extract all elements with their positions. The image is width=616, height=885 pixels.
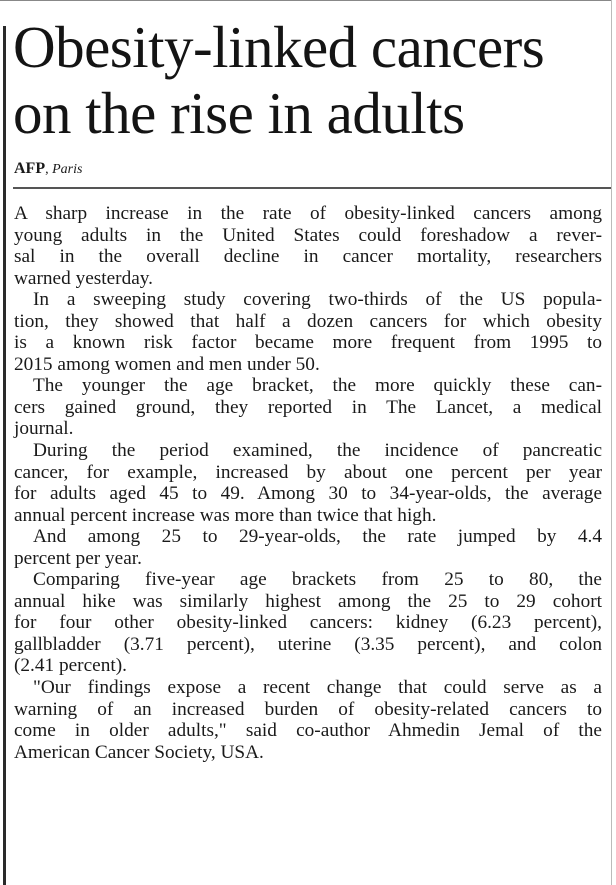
paragraph-line: During the period examined, the incidenc… [33,440,602,462]
paragraph-line: gallbladder (3.71 percent), uterine (3.3… [14,633,602,655]
paragraph-line: come in older adults," said co-author Ah… [14,720,602,742]
paragraph-line: percent per year. [14,547,142,569]
paragraph-line: annual percent increase was more than tw… [14,504,437,526]
article-body: A sharp increase in the rate of obesity-… [14,203,602,763]
paragraph-line: tion, they showed that half a dozen canc… [14,310,602,332]
headline-line: Obesity-linked cancers [13,14,545,80]
paragraph-line: The younger the age bracket, the more qu… [33,375,602,397]
byline: AFP, Paris [14,160,83,177]
paragraph-line: journal. [14,418,74,440]
paragraph: And among 25 to 29-year-olds, the rate j… [14,526,602,569]
paragraph: The younger the age bracket, the more qu… [14,375,602,440]
paragraph: In a sweeping study covering two-thirds … [14,289,602,375]
byline-place: Paris [52,162,83,177]
divider [13,187,611,189]
paragraph-line: cancer, for example, increased by about … [14,461,602,483]
paragraph-line: warning of an increased burden of obesit… [14,698,602,720]
paragraph-line: And among 25 to 29-year-olds, the rate j… [33,526,602,548]
paragraph-line: annual hike was similarly highest among … [14,590,602,612]
paragraph-line: "Our findings expose a recent change tha… [33,677,602,699]
right-border [611,0,612,885]
paragraph-line: In a sweeping study covering two-thirds … [33,289,602,311]
paragraph-line: for adults aged 45 to 49. Among 30 to 34… [14,483,602,505]
paragraph: "Our findings expose a recent change tha… [14,677,602,763]
paragraph-line: 2015 among women and men under 50. [14,353,320,375]
headline: Obesity-linked cancers on the rise in ad… [13,14,545,146]
paragraph: Comparing five-year age brackets from 25… [14,569,602,677]
paragraph-line: is a known risk factor became more frequ… [14,332,602,354]
byline-agency: AFP [14,160,46,177]
headline-line: on the rise in adults [13,80,465,146]
paragraph-line: American Cancer Society, USA. [14,741,264,763]
paragraph-line: for four other obesity-linked cancers: k… [14,612,602,634]
paragraph-line: sal in the overall decline in cancer mor… [14,246,602,268]
paragraph: A sharp increase in the rate of obesity-… [14,203,602,289]
paragraph-line: young adults in the United States could … [14,224,602,246]
paragraph-line: cers gained ground, they reported in The… [14,396,602,418]
top-border [0,0,612,1]
paragraph-line: Comparing five-year age brackets from 25… [33,569,602,591]
paragraph-line: warned yesterday. [14,267,154,289]
paragraph-line: A sharp increase in the rate of obesity-… [14,203,602,224]
paragraph-line: (2.41 percent). [14,655,127,677]
left-column-rule [3,26,6,885]
paragraph: During the period examined, the incidenc… [14,440,602,526]
